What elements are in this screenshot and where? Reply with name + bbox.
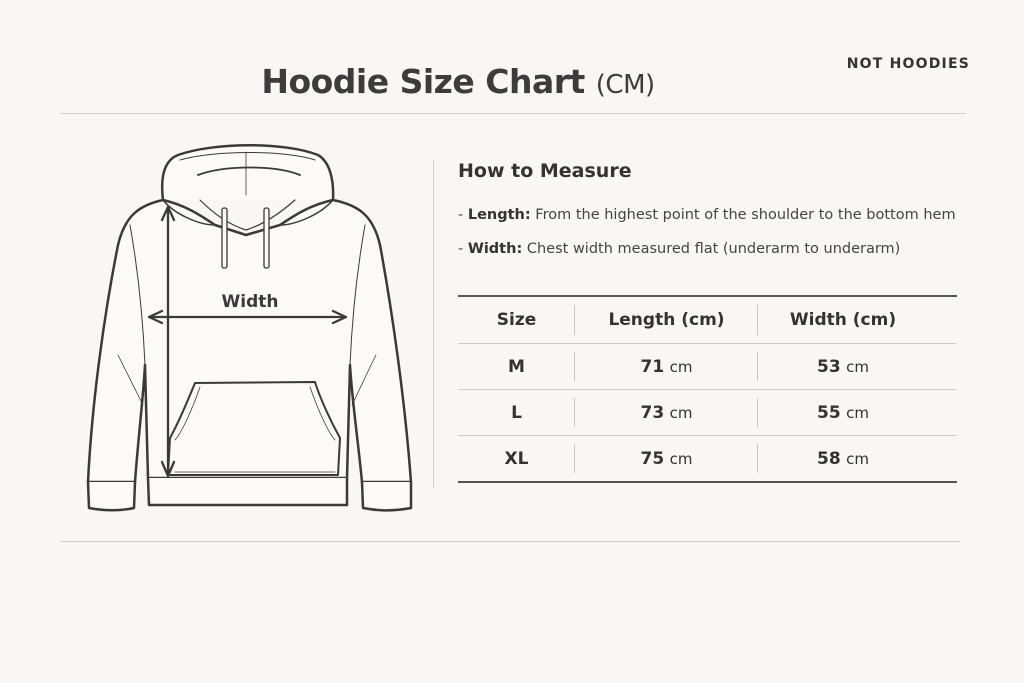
table-row: XL 75 cm 58 cm (458, 435, 957, 482)
measure-item-length: - Length: From the highest point of the … (458, 207, 956, 223)
cell-width: 58 cm (758, 435, 957, 482)
cell-length: 73 cm (575, 389, 758, 436)
title-text: Hoodie Size Chart (261, 62, 585, 101)
top-divider (60, 113, 966, 114)
vertical-divider (433, 160, 434, 488)
unit: cm (846, 403, 869, 422)
length-value: 73 (640, 402, 665, 423)
unit: cm (669, 449, 693, 468)
cell-length: 75 cm (575, 435, 758, 482)
brand-logo: NOT HOODIES (846, 56, 970, 72)
measure-term: Length: (467, 207, 531, 223)
unit: cm (846, 449, 869, 468)
unit: cm (846, 357, 869, 376)
width-value: 58 (817, 448, 841, 469)
cell-size: M (458, 343, 575, 390)
cell-size: XL (458, 435, 575, 482)
header-length: Length (cm) (575, 296, 758, 344)
table-row: L 73 cm 55 cm (458, 389, 957, 436)
measure-term: Width: (467, 241, 523, 257)
length-value: 75 (640, 448, 665, 469)
size-table: Size Length (cm) Width (cm) M 71 cm 53 cm L… (458, 295, 957, 483)
hoodie-illustration (86, 144, 413, 512)
cell-length: 71 cm (575, 343, 758, 390)
measure-text: From the highest point of the shoulder t… (535, 207, 956, 223)
cell-width: 53 cm (758, 343, 957, 390)
cell-size: L (458, 389, 575, 436)
length-value: 71 (640, 356, 665, 377)
unit: cm (669, 357, 693, 376)
title-unit: (CM) (595, 70, 655, 100)
width-value: 55 (817, 402, 841, 423)
page-title: Hoodie Size Chart (CM) (0, 62, 916, 101)
measure-text: Chest width measured flat (underarm to u… (526, 241, 901, 257)
header-width: Width (cm) (789, 310, 897, 330)
width-value: 53 (817, 356, 841, 377)
width-label: Width (221, 292, 279, 312)
header-size: Size (458, 296, 575, 344)
measure-item-width: - Width: Chest width measured flat (unde… (458, 241, 901, 257)
bottom-divider (60, 541, 960, 542)
unit: cm (669, 403, 693, 422)
table-row: M 71 cm 53 cm (458, 343, 957, 390)
table-header-row: Size Length (cm) Width (cm) (458, 296, 957, 344)
cell-width: 55 cm (758, 389, 957, 436)
how-to-measure-heading: How to Measure (458, 160, 632, 182)
